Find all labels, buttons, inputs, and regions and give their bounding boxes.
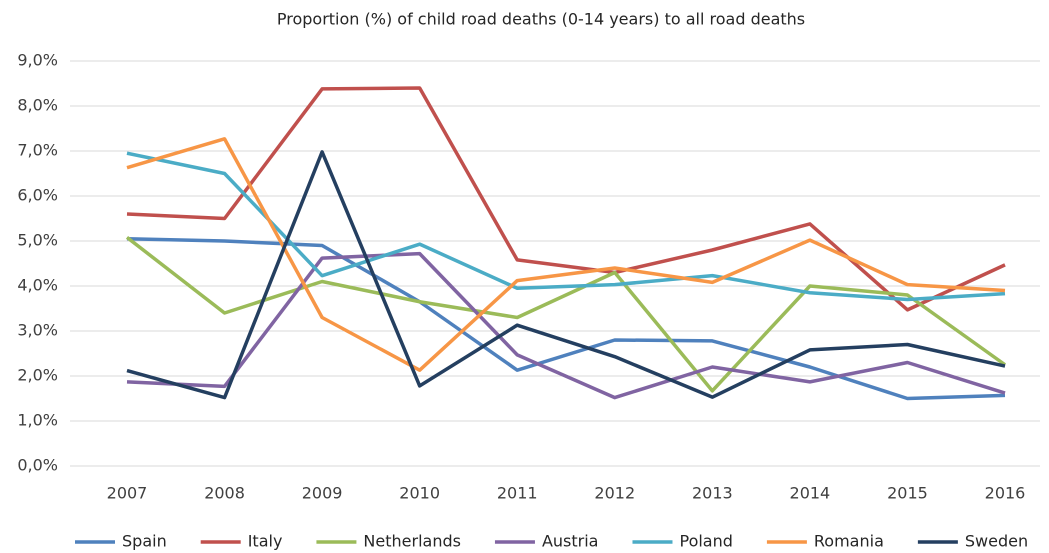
legend-label: Poland <box>679 532 732 551</box>
legend-label: Austria <box>542 532 599 551</box>
y-tick-label: 8,0% <box>17 96 58 115</box>
x-tick-label: 2010 <box>399 484 440 503</box>
y-tick-label: 2,0% <box>17 366 58 385</box>
legend-label: Netherlands <box>363 532 461 551</box>
y-tick-label: 0,0% <box>17 456 58 475</box>
x-tick-label: 2008 <box>204 484 245 503</box>
legend-label: Sweden <box>965 532 1028 551</box>
y-tick-label: 1,0% <box>17 411 58 430</box>
y-tick-label: 6,0% <box>17 186 58 205</box>
x-tick-label: 2014 <box>790 484 831 503</box>
y-tick-label: 4,0% <box>17 276 58 295</box>
x-tick-label: 2009 <box>302 484 343 503</box>
x-tick-label: 2016 <box>985 484 1026 503</box>
legend-label: Italy <box>248 532 283 551</box>
series-line <box>126 86 1006 312</box>
x-tick-label: 2015 <box>887 484 928 503</box>
series-line <box>126 150 1006 400</box>
x-tick-label: 2011 <box>497 484 538 503</box>
legend-label: Spain <box>122 532 167 551</box>
series-line <box>126 237 1006 401</box>
chart-title: Proportion (%) of child road deaths (0-1… <box>277 10 805 29</box>
y-tick-label: 3,0% <box>17 321 58 340</box>
series-line <box>126 251 1006 400</box>
x-tick-label: 2012 <box>594 484 635 503</box>
y-tick-label: 7,0% <box>17 141 58 160</box>
legend-label: Romania <box>814 532 884 551</box>
series-line <box>125 236 1007 393</box>
x-tick-label: 2013 <box>692 484 733 503</box>
x-tick-label: 2007 <box>107 484 148 503</box>
y-tick-label: 5,0% <box>17 231 58 250</box>
y-tick-label: 9,0% <box>17 51 58 70</box>
series-line <box>126 137 1006 372</box>
